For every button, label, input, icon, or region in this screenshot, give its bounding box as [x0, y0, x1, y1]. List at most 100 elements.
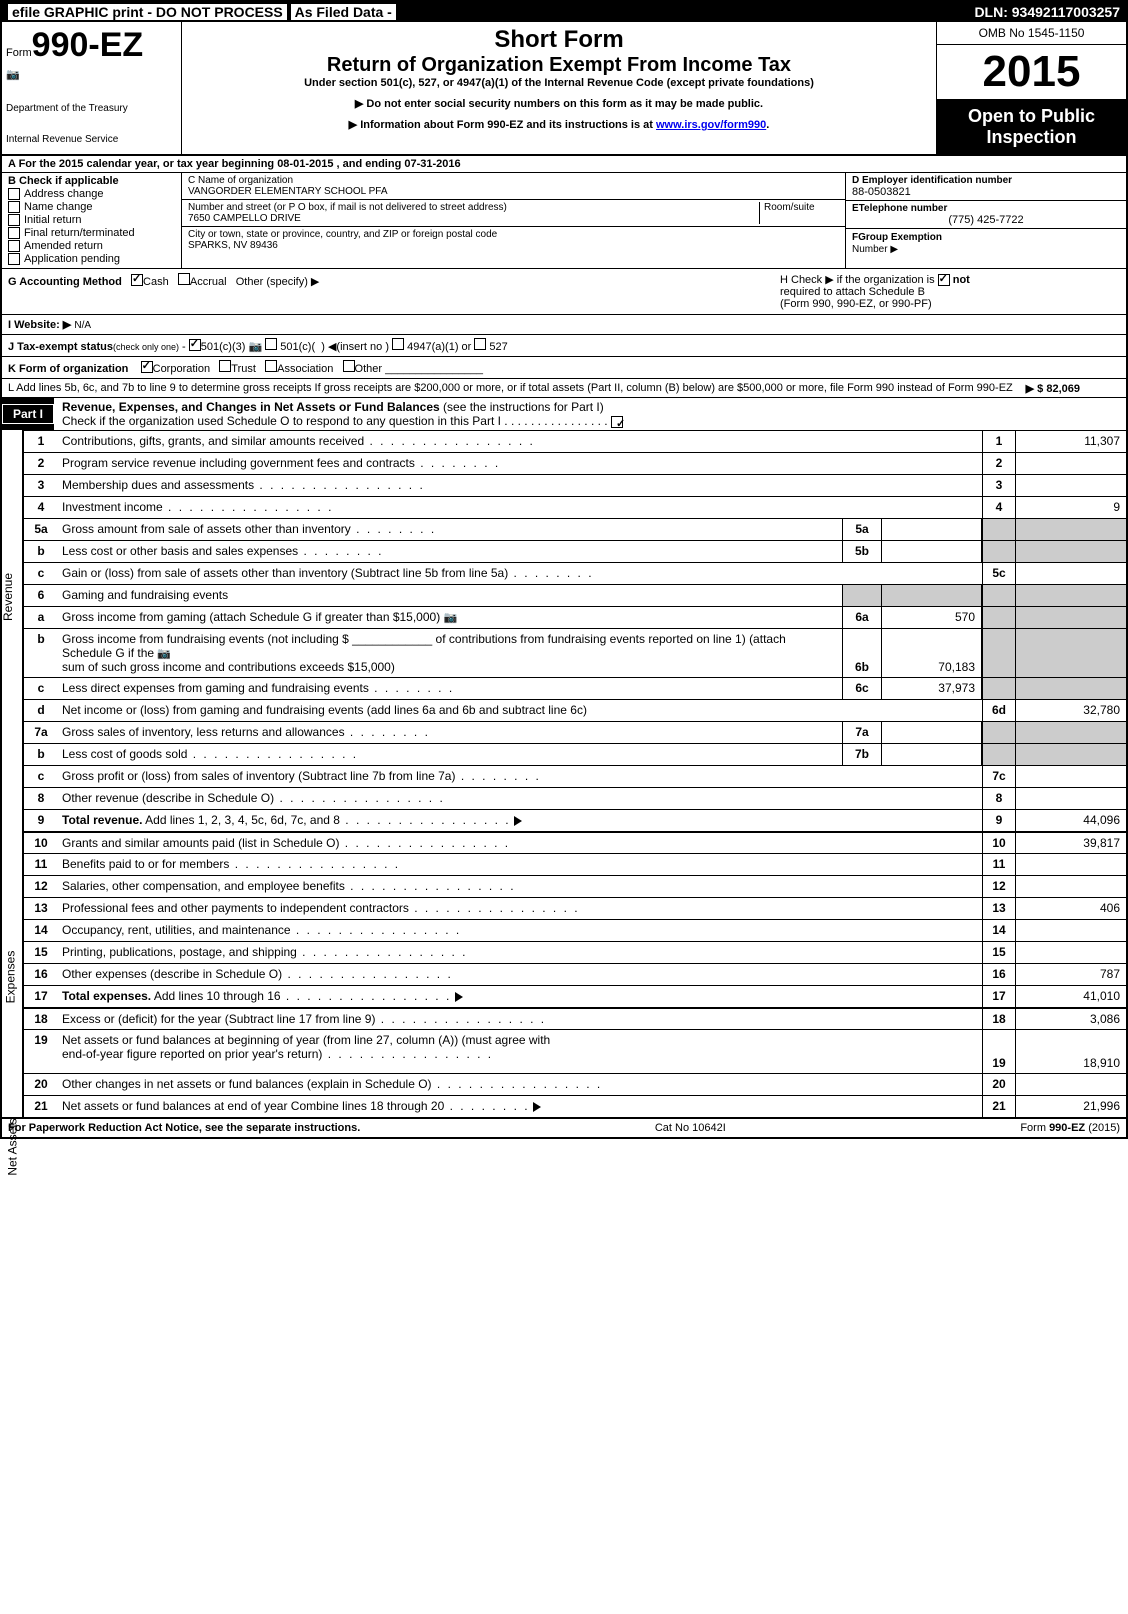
- line-7a: 7aGross sales of inventory, less returns…: [24, 721, 1126, 743]
- line-1: 1Contributions, gifts, grants, and simil…: [24, 430, 1126, 452]
- col-c: C Name of organization VANGORDER ELEMENT…: [182, 173, 846, 268]
- triangle-icon: [455, 992, 463, 1002]
- checkbox-527[interactable]: [474, 338, 486, 350]
- checkbox-icon[interactable]: [8, 214, 20, 226]
- camera-icon[interactable]: 📷: [444, 611, 458, 624]
- dept-irs: Internal Revenue Service: [6, 134, 177, 145]
- camera-icon[interactable]: 📷: [157, 647, 171, 660]
- line-18: 18Excess or (deficit) for the year (Subt…: [24, 1007, 1126, 1029]
- part-i-tag: Part I: [2, 404, 54, 424]
- line-13: 13Professional fees and other payments t…: [24, 897, 1126, 919]
- checkbox-trust[interactable]: [219, 360, 231, 372]
- line-15: 15Printing, publications, postage, and s…: [24, 941, 1126, 963]
- irs-link[interactable]: www.irs.gov/form990: [656, 119, 766, 131]
- line-5c: cGain or (loss) from sale of assets othe…: [24, 562, 1126, 584]
- line-6a: aGross income from gaming (attach Schedu…: [24, 606, 1126, 628]
- checkbox-h[interactable]: [938, 274, 950, 286]
- line-2: 2Program service revenue including gover…: [24, 452, 1126, 474]
- c-city-row: City or town, state or province, country…: [182, 227, 845, 253]
- info-link-line: ▶ Information about Form 990-EZ and its …: [190, 118, 928, 131]
- c-name-label: C Name of organization: [188, 175, 839, 186]
- chk-application-pending[interactable]: Application pending: [8, 253, 175, 265]
- checkbox-icon[interactable]: [8, 253, 20, 265]
- chk-address-change[interactable]: Address change: [8, 188, 175, 200]
- checkbox-501c[interactable]: [265, 338, 277, 350]
- part-i-header: Part I Revenue, Expenses, and Changes in…: [2, 398, 1126, 430]
- line-6: 6Gaming and fundraising events: [24, 584, 1126, 606]
- short-form-title: Short Form: [190, 26, 928, 54]
- chk-initial-return[interactable]: Initial return: [8, 214, 175, 226]
- ein-value: 88-0503821: [852, 186, 1120, 198]
- form-word: Form: [6, 47, 32, 59]
- checkbox-assoc[interactable]: [265, 360, 277, 372]
- camera-icon[interactable]: 📷: [248, 340, 262, 353]
- open1: Open to Public: [943, 106, 1120, 127]
- g-accrual: Accrual: [190, 276, 227, 288]
- h-l3: (Form 990, 990-EZ, or 990-PF): [780, 298, 932, 310]
- line-7b: bLess cost of goods sold7b: [24, 743, 1126, 765]
- col-b-checkboxes: B Check if applicable Address change Nam…: [2, 173, 182, 268]
- g-accounting: G Accounting Method Cash Accrual Other (…: [8, 273, 780, 310]
- k-corp: Corporation: [153, 363, 210, 375]
- camera-icon[interactable]: 📷: [6, 68, 20, 81]
- checkbox-501c3[interactable]: [189, 339, 201, 351]
- checkbox-schedule-o[interactable]: [611, 416, 623, 428]
- row-g-h: G Accounting Method Cash Accrual Other (…: [2, 269, 1126, 315]
- line-8: 8Other revenue (describe in Schedule O)8: [24, 787, 1126, 809]
- part-title-bold: Revenue, Expenses, and Changes in Net As…: [62, 400, 440, 414]
- l-text: L Add lines 5b, 6c, and 7b to line 9 to …: [8, 382, 1013, 394]
- checkbox-icon[interactable]: [8, 201, 20, 213]
- side-net-assets: Net Assets: [6, 1118, 20, 1175]
- checkbox-cash[interactable]: [131, 274, 143, 286]
- row-k-org-type: K Form of organization Corporation Trust…: [2, 357, 1126, 379]
- e-label: ETelephone number: [852, 203, 1120, 214]
- addr-label: Number and street (or P O box, if mail i…: [188, 202, 759, 213]
- omb-number: OMB No 1545-1150: [937, 22, 1126, 45]
- line-10: 10Grants and similar amounts paid (list …: [24, 831, 1126, 853]
- h-l1: H Check ▶ if the organization is: [780, 274, 938, 286]
- info-pre: ▶ Information about Form 990-EZ and its …: [349, 119, 656, 131]
- line-5a: 5aGross amount from sale of assets other…: [24, 518, 1126, 540]
- city-label: City or town, state or province, country…: [188, 229, 839, 240]
- line-7c: cGross profit or (loss) from sales of in…: [24, 765, 1126, 787]
- form-number: Form 990-EZ: [6, 26, 177, 65]
- checkbox-icon[interactable]: [8, 240, 20, 252]
- ssn-warning: ▶ Do not enter social security numbers o…: [190, 97, 928, 110]
- checkbox-icon[interactable]: [8, 227, 20, 239]
- checkbox-corp[interactable]: [141, 361, 153, 373]
- b-header: B Check if applicable: [8, 175, 175, 187]
- dln-label: DLN: 93492117003257: [974, 4, 1120, 20]
- triangle-icon: [514, 816, 522, 826]
- line-9: 9Total revenue. Add lines 1, 2, 3, 4, 5c…: [24, 809, 1126, 831]
- header-left: Form 990-EZ 📷 Department of the Treasury…: [2, 22, 182, 154]
- part-title-rest: (see the instructions for Part I): [440, 400, 604, 414]
- k-assoc: Association: [277, 363, 333, 375]
- e-phone: ETelephone number (775) 425-7722: [846, 201, 1126, 229]
- block-bcdef: B Check if applicable Address change Nam…: [2, 173, 1126, 269]
- footer-center: Cat No 10642I: [655, 1122, 726, 1134]
- part-i-title: Revenue, Expenses, and Changes in Net As…: [54, 398, 1126, 430]
- chk-name-change[interactable]: Name change: [8, 201, 175, 213]
- checkbox-icon[interactable]: [8, 188, 20, 200]
- line-5b: bLess cost or other basis and sales expe…: [24, 540, 1126, 562]
- row-a-tax-year: A For the 2015 calendar year, or tax yea…: [2, 156, 1126, 173]
- d-label: D Employer identification number: [852, 175, 1120, 186]
- line-21: 21Net assets or fund balances at end of …: [24, 1095, 1126, 1117]
- line-3: 3Membership dues and assessments3: [24, 474, 1126, 496]
- g-cash: Cash: [143, 276, 169, 288]
- footer: For Paperwork Reduction Act Notice, see …: [2, 1117, 1126, 1137]
- footer-right: Form 990-EZ (2015): [1020, 1122, 1120, 1134]
- line-17: 17Total expenses. Add lines 10 through 1…: [24, 985, 1126, 1007]
- chk-amended-return[interactable]: Amended return: [8, 240, 175, 252]
- checkbox-4947[interactable]: [392, 338, 404, 350]
- line-19: 19Net assets or fund balances at beginni…: [24, 1029, 1126, 1073]
- checkbox-accrual[interactable]: [178, 273, 190, 285]
- under-section: Under section 501(c), 527, or 4947(a)(1)…: [190, 77, 928, 89]
- checkbox-other[interactable]: [343, 360, 355, 372]
- side-revenue: Revenue: [1, 573, 15, 621]
- i-label: I Website: ▶: [8, 319, 71, 331]
- chk-final-return[interactable]: Final return/terminated: [8, 227, 175, 239]
- side-expenses: Expenses: [3, 951, 17, 1004]
- line-16: 16Other expenses (describe in Schedule O…: [24, 963, 1126, 985]
- lines-body: 1Contributions, gifts, grants, and simil…: [24, 430, 1126, 1117]
